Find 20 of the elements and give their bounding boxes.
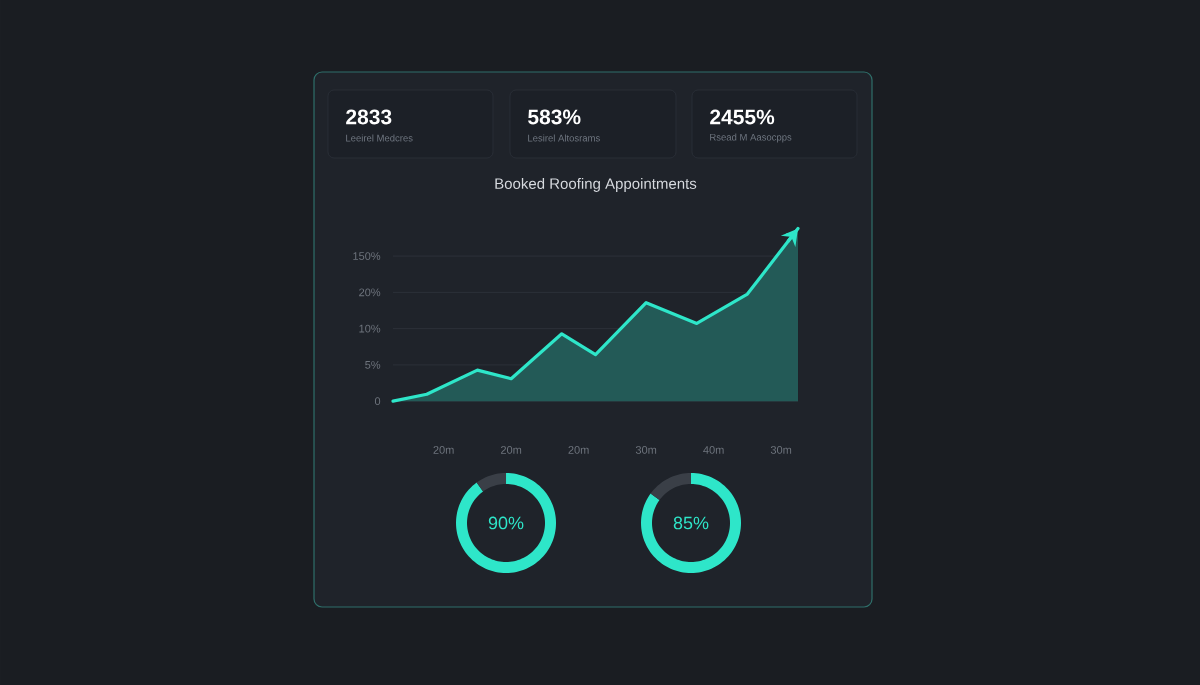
x-tick-label: 30m <box>770 446 792 454</box>
text: 583% <box>528 109 581 125</box>
text: 0 <box>374 397 381 406</box>
x-tick-label: 30m <box>635 446 657 454</box>
text: 20% <box>359 288 381 297</box>
data-label: 90% <box>488 516 524 530</box>
data-label: 85% <box>673 516 709 530</box>
x-tick-label: 20m <box>433 446 454 454</box>
text: Leeirel Medcres <box>346 134 413 142</box>
text: 2833 <box>346 109 392 125</box>
x-tick-label: 20m <box>501 446 522 454</box>
x-tick-label: 20m <box>568 446 589 454</box>
text: 2455% <box>710 109 775 125</box>
chart-title: Booked Roofing Appointments <box>495 177 697 192</box>
text: 5% <box>365 361 381 369</box>
text: 10% <box>359 324 381 333</box>
text: Lesirel Altosrams <box>528 134 600 142</box>
text: Rsead M Aasocpps <box>710 133 792 143</box>
text: 150% <box>353 252 381 260</box>
x-tick-label: 40m <box>703 446 724 454</box>
